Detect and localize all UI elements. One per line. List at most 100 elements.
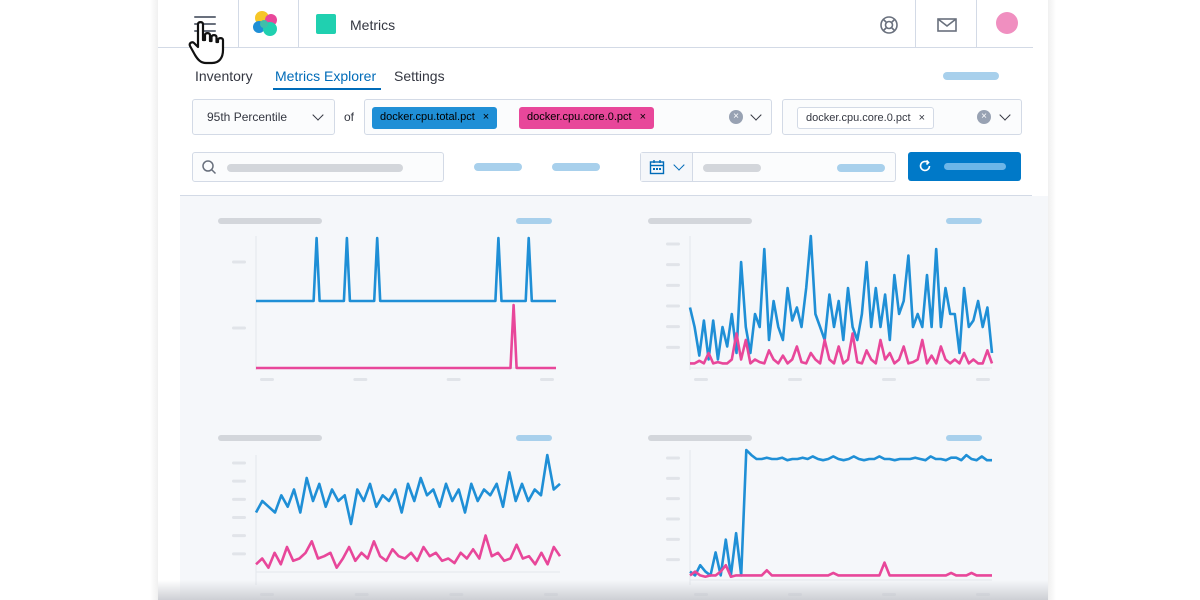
series-line-core xyxy=(689,561,992,579)
active-tab-indicator xyxy=(273,88,381,90)
clear-icon[interactable]: × xyxy=(977,110,991,124)
y-tick-label xyxy=(666,456,680,460)
mail-icon[interactable] xyxy=(936,14,958,36)
refresh-button[interactable] xyxy=(908,152,1021,181)
app-title: Metrics xyxy=(350,17,396,33)
help-icon[interactable] xyxy=(878,14,900,36)
y-tick-label xyxy=(232,479,246,483)
tab-inventory[interactable]: Inventory xyxy=(195,68,253,84)
chart-action-placeholder xyxy=(946,218,982,224)
clear-icon[interactable]: × xyxy=(729,110,743,124)
placeholder-link[interactable] xyxy=(552,163,600,171)
charts-canvas xyxy=(218,218,994,596)
x-tick-label xyxy=(694,378,708,381)
metrics-combobox[interactable]: docker.cpu.total.pct × docker.cpu.core.0.… xyxy=(364,99,772,135)
y-tick-label xyxy=(666,263,680,267)
group-by-chip: docker.cpu.core.0.pct × xyxy=(797,107,934,129)
y-tick-label xyxy=(666,476,680,480)
x-tick-label xyxy=(788,378,802,381)
y-tick-label xyxy=(232,497,246,501)
date-end-link[interactable] xyxy=(837,164,885,172)
hand-pointer-icon xyxy=(188,21,225,65)
aggregation-value: 95th Percentile xyxy=(207,110,288,124)
refresh-icon xyxy=(919,159,931,172)
y-tick-label xyxy=(666,537,680,541)
search-icon xyxy=(202,160,217,175)
group-by-label: docker.cpu.core.0.pct xyxy=(806,112,911,124)
remove-group-icon[interactable]: × xyxy=(918,112,925,124)
metric-chip-label: docker.cpu.total.pct xyxy=(380,111,475,123)
date-quick-menu[interactable] xyxy=(641,153,693,181)
y-tick-label xyxy=(666,558,680,562)
y-tick-label xyxy=(666,497,680,501)
charts-area xyxy=(180,196,1048,600)
of-label: of xyxy=(344,110,355,124)
search-input[interactable] xyxy=(192,152,444,182)
y-tick-label xyxy=(232,516,246,519)
chart-title-placeholder xyxy=(218,218,322,224)
tab-metrics-explorer[interactable]: Metrics Explorer xyxy=(275,68,377,84)
series-line-core xyxy=(690,332,994,365)
app-window: Metrics Inventory Metrics Explorer Setti… xyxy=(158,0,1048,600)
section-divider xyxy=(180,195,1032,196)
y-tick-label xyxy=(666,517,680,521)
chart-title-placeholder xyxy=(648,435,752,441)
series-line-core xyxy=(256,303,556,370)
chart-panel xyxy=(218,218,556,381)
metric-chip-total: docker.cpu.total.pct × xyxy=(372,107,498,129)
y-tick-label xyxy=(666,283,680,287)
calendar-icon xyxy=(649,160,665,175)
header-divider xyxy=(298,0,299,48)
series-line-core xyxy=(255,534,562,570)
y-tick-label xyxy=(666,325,680,329)
search-placeholder xyxy=(227,164,403,172)
header-divider xyxy=(915,0,916,48)
placeholder-link[interactable] xyxy=(474,163,522,171)
header-divider xyxy=(238,0,239,48)
chart-title-placeholder xyxy=(218,435,322,441)
metric-chip-label: docker.cpu.core.0.pct xyxy=(527,111,632,123)
x-tick-label xyxy=(976,378,990,381)
x-tick-label xyxy=(353,378,368,381)
series-line-total xyxy=(688,234,994,361)
remove-metric-icon[interactable]: × xyxy=(482,111,490,123)
tab-settings[interactable]: Settings xyxy=(394,68,445,84)
x-tick-label xyxy=(540,378,554,381)
y-tick-label xyxy=(232,534,246,538)
y-tick-label xyxy=(666,242,680,246)
chart-action-placeholder xyxy=(946,435,982,441)
y-tick-label xyxy=(232,461,246,465)
menu-icon[interactable] xyxy=(194,16,216,32)
top-header: Metrics xyxy=(158,0,1033,48)
chart-panel xyxy=(218,435,562,596)
series-line-total xyxy=(254,453,561,526)
date-range-text xyxy=(703,164,761,172)
remove-metric-icon[interactable]: × xyxy=(639,111,646,123)
y-tick-label xyxy=(232,552,246,556)
x-tick-label xyxy=(260,378,274,381)
elastic-logo[interactable] xyxy=(250,8,282,40)
placeholder-link[interactable] xyxy=(943,72,999,80)
metric-chip-core: docker.cpu.core.0.pct × xyxy=(519,107,654,129)
chart-panel xyxy=(648,435,992,596)
group-by-combobox[interactable]: docker.cpu.core.0.pct × × xyxy=(782,99,1022,135)
y-tick-label xyxy=(232,260,246,264)
x-tick-label xyxy=(882,378,896,381)
chart-panel xyxy=(648,218,994,381)
y-tick-label xyxy=(666,304,680,308)
app-icon xyxy=(316,14,336,34)
bottom-fade xyxy=(158,580,1048,600)
avatar[interactable] xyxy=(996,12,1018,34)
series-line-total xyxy=(689,448,992,577)
y-tick-label xyxy=(232,326,246,330)
chart-action-placeholder xyxy=(516,218,552,224)
refresh-label xyxy=(944,163,1006,170)
header-divider xyxy=(976,0,977,48)
aggregation-select[interactable]: 95th Percentile xyxy=(192,99,335,135)
y-tick-label xyxy=(666,345,680,349)
chart-action-placeholder xyxy=(516,435,552,441)
x-tick-label xyxy=(446,378,461,381)
date-picker[interactable] xyxy=(640,152,896,182)
chart-title-placeholder xyxy=(648,218,752,224)
series-line-total xyxy=(256,236,556,303)
